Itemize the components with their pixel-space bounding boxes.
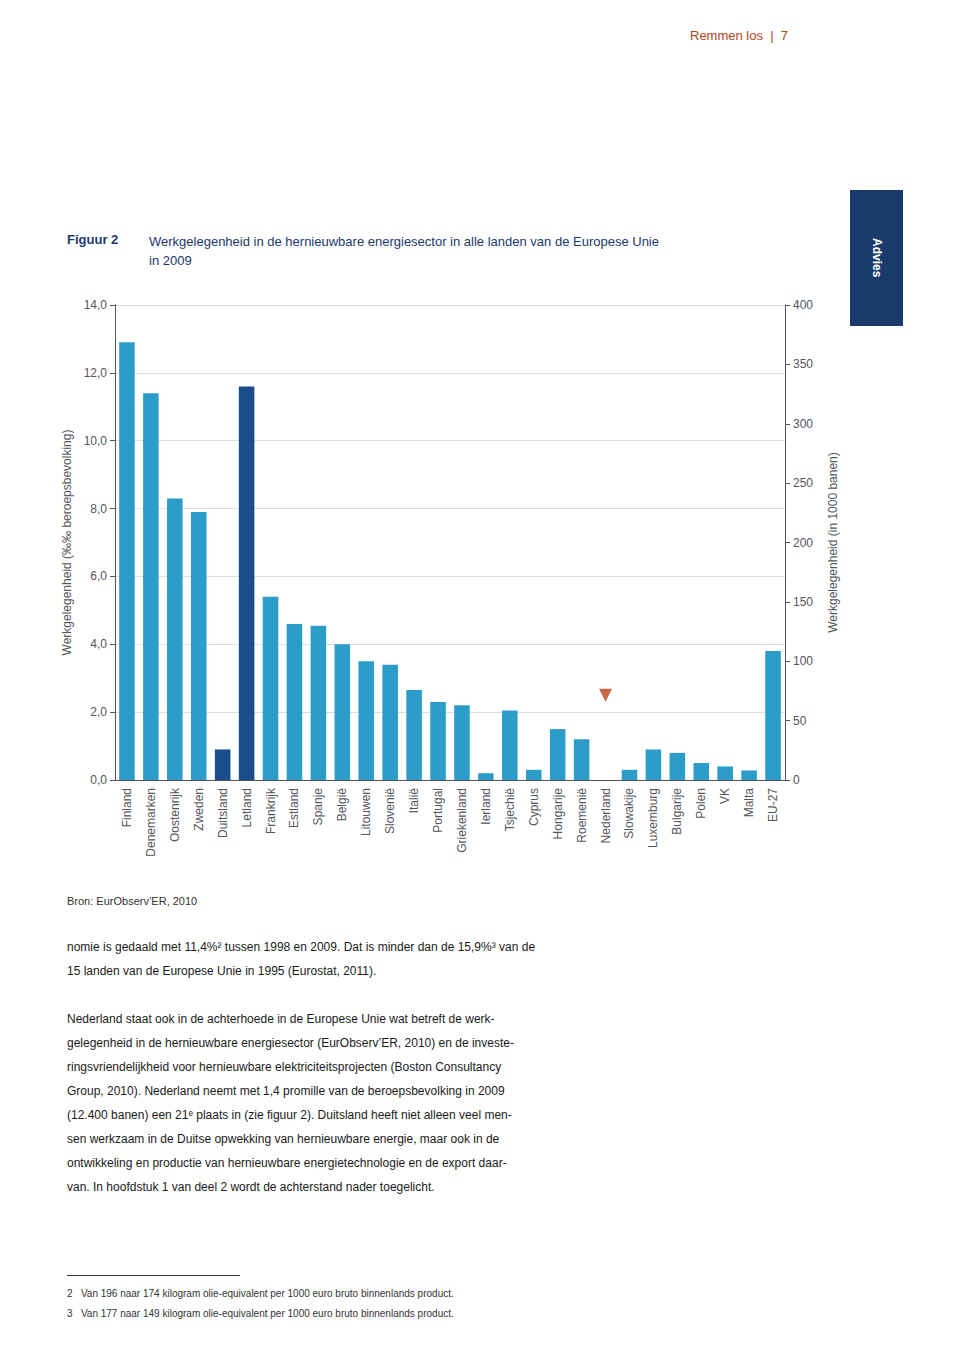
svg-text:14,0: 14,0 — [84, 298, 108, 312]
svg-text:Zweden: Zweden — [192, 788, 206, 831]
html-text:sen werkzaam in de Duitse opwe: sen werkzaam in de Duitse opwekking van … — [67, 1132, 500, 1146]
svg-text:150: 150 — [793, 595, 813, 609]
svg-text:Spanje: Spanje — [311, 788, 325, 826]
html-text:15 landen van de Europese Unie: 15 landen van de Europese Unie in 1995 (… — [67, 964, 377, 978]
svg-text:10,0: 10,0 — [84, 434, 108, 448]
html-text:ringsvriendelijkheid voor hern: ringsvriendelijkheid voor hernieuwbare e… — [67, 1060, 502, 1074]
svg-text:België: België — [335, 788, 349, 822]
svg-text:Italië: Italië — [407, 788, 421, 814]
svg-text:Malta: Malta — [742, 788, 756, 818]
html-text:Bron: EurObserv’ER, 2010: Bron: EurObserv’ER, 2010 — [67, 895, 198, 907]
svg-text:Luxemburg: Luxemburg — [646, 788, 660, 848]
html-text:2 Van 196 naar 174 kilogram ol: 2 Van 196 naar 174 kilogram olie-equival… — [67, 1288, 454, 1299]
svg-text:250: 250 — [793, 476, 813, 490]
svg-text:Portugal: Portugal — [431, 788, 445, 833]
svg-text:4,0: 4,0 — [90, 637, 107, 651]
html-text:Figuur 2: Figuur 2 — [67, 232, 119, 247]
html-text:Remmen los | 7: Remmen los | 7 — [690, 28, 788, 43]
svg-text:Duitsland: Duitsland — [216, 788, 230, 838]
svg-text:Roemenië: Roemenië — [575, 788, 589, 843]
svg-text:200: 200 — [793, 536, 813, 550]
svg-text:Letland: Letland — [240, 788, 254, 827]
html-text:3 Van 177 naar 149 kilogram ol: 3 Van 177 naar 149 kilogram olie-equival… — [67, 1308, 454, 1319]
html-text:Group, 2010). Nederland neemt: Group, 2010). Nederland neemt met 1,4 pr… — [67, 1084, 505, 1098]
svg-text:Bulgarije: Bulgarije — [670, 788, 684, 835]
svg-text:Hongarije: Hongarije — [551, 788, 565, 840]
svg-text:Griekenland: Griekenland — [455, 788, 469, 853]
html-text:gelegenheid in de hernieuwbare: gelegenheid in de hernieuwbare energiese… — [67, 1036, 514, 1050]
svg-text:6,0: 6,0 — [90, 569, 107, 583]
svg-text:350: 350 — [793, 357, 813, 371]
html-text:Nederland staat ook in de acht: Nederland staat ook in de achterhoede in… — [67, 1012, 495, 1026]
svg-text:VK: VK — [718, 788, 732, 804]
svg-text:300: 300 — [793, 417, 813, 431]
svg-text:2,0: 2,0 — [90, 705, 107, 719]
svg-text:0,0: 0,0 — [90, 773, 107, 787]
svg-text:Denemarken: Denemarken — [144, 788, 158, 857]
svg-text:Werkgelegenheid (in 1000 banen: Werkgelegenheid (in 1000 banen) — [826, 452, 840, 633]
svg-text:Ierland: Ierland — [479, 788, 493, 825]
svg-text:Slowakije: Slowakije — [622, 788, 636, 839]
svg-text:Tsjechië: Tsjechië — [503, 788, 517, 832]
svg-text:12,0: 12,0 — [84, 366, 108, 380]
svg-text:EU-27: EU-27 — [766, 788, 780, 822]
html-text:Werkgelegenheid in de hernieuw: Werkgelegenheid in de hernieuwbare energ… — [149, 234, 659, 249]
svg-text:Polen: Polen — [694, 788, 708, 819]
html-text:ontwikkeling en productie van: ontwikkeling en productie van hernieuwba… — [67, 1156, 507, 1170]
html-text:(12.400 banen) een 21ᵉ plaats: (12.400 banen) een 21ᵉ plaats in (zie fi… — [67, 1108, 512, 1122]
svg-text:Werkgelegenheid (‰‰ beroepsbev: Werkgelegenheid (‰‰ beroepsbevolking) — [60, 430, 74, 656]
svg-text:0: 0 — [793, 773, 800, 787]
svg-text:Cyprus: Cyprus — [527, 788, 541, 826]
svg-text:Litouwen: Litouwen — [359, 788, 373, 836]
svg-text:Slovenië: Slovenië — [383, 788, 397, 834]
svg-text:Frankrijk: Frankrijk — [264, 787, 278, 834]
svg-text:Nederland: Nederland — [599, 788, 613, 843]
html-text:in 2009: in 2009 — [149, 253, 192, 268]
svg-text:8,0: 8,0 — [90, 502, 107, 516]
svg-text:Oostenrijk: Oostenrijk — [168, 787, 182, 842]
svg-text:Estland: Estland — [287, 788, 301, 828]
svg-text:100: 100 — [793, 654, 813, 668]
html-text:nomie is gedaald met 11,4%² tu: nomie is gedaald met 11,4%² tussen 1998 … — [67, 940, 536, 954]
svg-text:50: 50 — [793, 714, 807, 728]
html-text:Advies: Advies — [869, 238, 884, 278]
svg-text:400: 400 — [793, 298, 813, 312]
html-text:van. In hoofdstuk 1 van deel 2: van. In hoofdstuk 1 van deel 2 wordt de … — [67, 1180, 435, 1194]
svg-text:Finland: Finland — [120, 788, 134, 827]
